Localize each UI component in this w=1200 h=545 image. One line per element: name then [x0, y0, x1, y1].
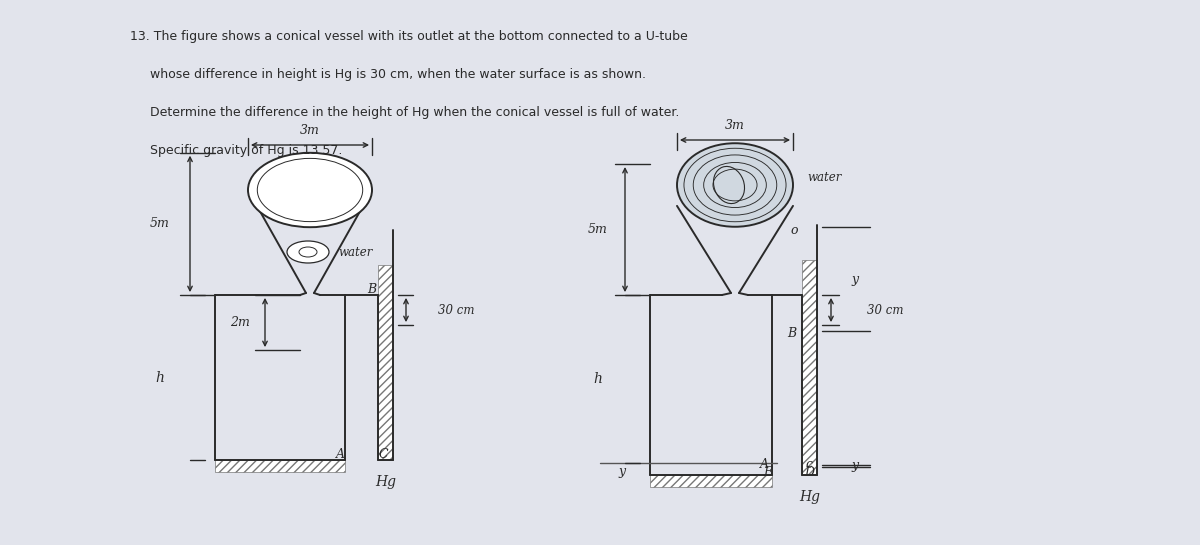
Text: Determine the difference in the height of Hg when the conical vessel is full of : Determine the difference in the height o… [130, 106, 679, 119]
Text: 2m: 2m [230, 316, 250, 329]
Bar [650, 475, 772, 487]
Ellipse shape [248, 153, 372, 227]
Text: whose difference in height is Hg is 30 cm, when the water surface is as shown.: whose difference in height is Hg is 30 c… [130, 68, 646, 81]
Text: 3m: 3m [300, 124, 320, 136]
Text: 3m: 3m [725, 118, 745, 131]
Text: h: h [594, 372, 602, 386]
Text: y: y [852, 272, 858, 286]
Text: C: C [378, 447, 388, 461]
Bar [215, 460, 346, 472]
Text: Hg: Hg [376, 475, 396, 489]
Bar [378, 265, 394, 460]
Text: y: y [618, 464, 625, 477]
Bar [802, 260, 817, 475]
Text: o: o [791, 223, 798, 237]
Text: water: water [808, 171, 841, 184]
Text: 13. The figure shows a conical vessel with its outlet at the bottom connected to: 13. The figure shows a conical vessel wi… [130, 30, 688, 43]
Text: Hg: Hg [799, 490, 820, 504]
Text: B: B [367, 282, 377, 295]
Text: 5m: 5m [588, 223, 608, 236]
Text: Specific gravity of Hg is 13.57.: Specific gravity of Hg is 13.57. [130, 144, 342, 157]
Text: c: c [805, 458, 812, 471]
Text: 5m: 5m [150, 217, 170, 231]
Text: E: E [763, 467, 773, 480]
Ellipse shape [677, 143, 793, 227]
Text: D: D [804, 467, 814, 480]
Text: h: h [156, 371, 164, 385]
Text: 30 cm: 30 cm [868, 304, 904, 317]
Text: A: A [760, 458, 768, 471]
Text: B: B [787, 326, 797, 340]
Text: y: y [852, 459, 858, 473]
Text: water: water [338, 245, 372, 258]
Ellipse shape [287, 241, 329, 263]
Text: 30 cm: 30 cm [438, 304, 474, 317]
Text: A: A [336, 447, 344, 461]
